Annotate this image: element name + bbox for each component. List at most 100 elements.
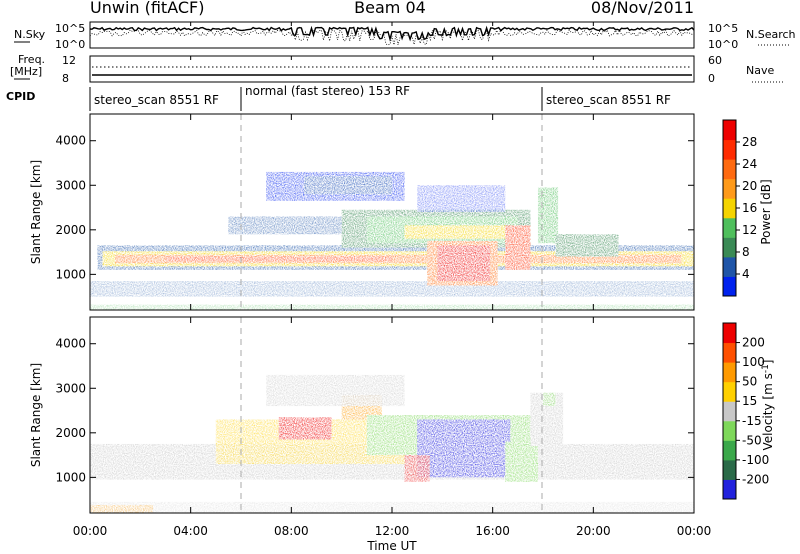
colorbar-swatch bbox=[723, 198, 736, 219]
y-tick-label: 2000 bbox=[55, 426, 86, 440]
noise-search-trace bbox=[89, 29, 695, 46]
velocity-y-ticks: 1000 2000 3000 4000 bbox=[55, 337, 694, 484]
x-tick-label: 20:00 bbox=[576, 524, 611, 538]
colorbar-tick-label: -200 bbox=[742, 472, 769, 486]
colorbar-swatch bbox=[723, 159, 736, 180]
velocity-cell bbox=[505, 441, 538, 482]
x-tick-label: 00:00 bbox=[73, 524, 108, 538]
power-cell bbox=[505, 225, 531, 270]
colorbar-tick-label: -15 bbox=[742, 414, 762, 428]
power-colorbar: 4 8 12 16 20 24 28 bbox=[722, 119, 757, 297]
power-colorbar-label: Power [dB] bbox=[759, 179, 773, 244]
power-cell bbox=[115, 254, 682, 264]
velocity-cell bbox=[404, 455, 430, 482]
colorbar-tick-label: 28 bbox=[742, 135, 757, 149]
velocity-cell bbox=[543, 392, 556, 407]
colorbar-tick-label: 12 bbox=[742, 223, 757, 237]
colorbar-swatch bbox=[723, 120, 736, 141]
y-tick-label: 4000 bbox=[55, 134, 86, 148]
colorbar-swatch bbox=[723, 479, 736, 500]
power-panel: 1000 2000 3000 4000 Slant Range [km] 4 8 12 16… bbox=[29, 113, 773, 311]
colorbar-swatch bbox=[723, 440, 736, 461]
freq-right-tick-top: 60 bbox=[708, 54, 722, 67]
freq-label-2: [MHz] bbox=[10, 65, 42, 78]
colorbar-swatch bbox=[723, 401, 736, 422]
power-y-axis-label: Slant Range [km] bbox=[29, 160, 43, 264]
colorbar-swatch bbox=[723, 178, 736, 199]
y-tick-label: 1000 bbox=[55, 267, 86, 281]
colorbar-swatch bbox=[723, 139, 736, 160]
y-tick-label: 3000 bbox=[55, 178, 86, 192]
colorbar-tick-label: 100 bbox=[742, 355, 765, 369]
colorbar-tick-label: 16 bbox=[742, 201, 757, 215]
freq-panel: Freq. [MHz] 12 8 60 0 Nave bbox=[10, 53, 784, 85]
noise-left-tick-bottom: 10^0 bbox=[55, 38, 85, 51]
colorbar-tick-label: 20 bbox=[742, 179, 757, 193]
colorbar-swatch bbox=[723, 362, 736, 383]
freq-right-label: Nave bbox=[746, 64, 774, 77]
power-cell bbox=[303, 176, 392, 195]
velocity-cell bbox=[417, 419, 511, 478]
x-tick-label: 00:00 bbox=[677, 524, 712, 538]
velocity-cell bbox=[278, 417, 332, 440]
freq-left-tick-bottom: 8 bbox=[62, 72, 69, 85]
colorbar-swatch bbox=[723, 381, 736, 402]
freq-left-tick-top: 12 bbox=[62, 54, 76, 67]
colorbar-tick-label: 4 bbox=[742, 267, 750, 281]
noise-left-label: N.Sky bbox=[14, 28, 46, 41]
colorbar-tick-label: 24 bbox=[742, 157, 757, 171]
header-date: 08/Nov/2011 bbox=[591, 0, 694, 17]
header-station: Unwin (fitACF) bbox=[90, 0, 204, 17]
colorbar-tick-label: -50 bbox=[742, 433, 762, 447]
colorbar-swatch bbox=[723, 342, 736, 363]
power-cell bbox=[90, 281, 694, 297]
power-cell bbox=[417, 185, 506, 212]
noise-right-tick-bottom: 10^0 bbox=[708, 38, 738, 51]
x-tick-label: 16:00 bbox=[475, 524, 510, 538]
velocity-colorbar: 200 100 50 15 -15 -50 -100 -200 bbox=[722, 322, 769, 500]
colorbar-swatch bbox=[723, 237, 736, 258]
cpid-label: CPID bbox=[6, 90, 35, 103]
velocity-panel: 1000 2000 3000 4000 Slant Range [km] 200 100… bbox=[29, 316, 775, 514]
y-tick-label: 4000 bbox=[55, 337, 86, 351]
noise-panel: N.Sky 10^5 10^0 10^5 10^0 N.Search bbox=[14, 21, 796, 51]
colorbar-tick-label: 50 bbox=[742, 375, 757, 389]
noise-right-tick-top: 10^5 bbox=[708, 22, 738, 35]
noise-sky-trace bbox=[89, 25, 695, 42]
cpid-panel: CPID stereo_scan 8551 RF normal (fast st… bbox=[6, 84, 671, 111]
colorbar-swatch bbox=[723, 323, 736, 344]
y-tick-label: 3000 bbox=[55, 381, 86, 395]
noise-right-label: N.Search bbox=[746, 28, 796, 41]
power-cell bbox=[555, 234, 619, 257]
noise-left-tick-top: 10^5 bbox=[55, 22, 85, 35]
power-cell bbox=[437, 245, 491, 282]
header-beam: Beam 04 bbox=[354, 0, 426, 17]
x-tick-label: 12:00 bbox=[375, 524, 410, 538]
power-y-ticks: 1000 2000 3000 4000 bbox=[55, 134, 694, 281]
power-cell bbox=[537, 187, 559, 244]
x-tick-label: 08:00 bbox=[274, 524, 309, 538]
cpid-segment-2: normal (fast stereo) 153 RF bbox=[245, 84, 410, 98]
velocity-cell bbox=[266, 374, 405, 407]
velocity-colorbar-label: Velocity [m s-1] bbox=[761, 360, 775, 451]
colorbar-swatch bbox=[723, 217, 736, 238]
power-cell bbox=[404, 225, 506, 239]
colorbar-swatch bbox=[723, 256, 736, 277]
x-tick-label: 04:00 bbox=[173, 524, 208, 538]
colorbar-tick-label: 200 bbox=[742, 336, 765, 350]
power-cell bbox=[228, 216, 342, 235]
cpid-segment-3: stereo_scan 8551 RF bbox=[546, 93, 671, 107]
colorbar-tick-label: -100 bbox=[742, 453, 769, 467]
velocity-y-axis-label: Slant Range [km] bbox=[29, 363, 43, 467]
y-tick-label: 1000 bbox=[55, 470, 86, 484]
colorbar-swatch bbox=[723, 276, 736, 297]
freq-label-1: Freq. bbox=[18, 53, 45, 66]
x-axis-ticks: 00:00 04:00 08:00 12:00 16:00 20:00 00:00 bbox=[73, 22, 712, 538]
velocity-cell bbox=[90, 504, 153, 513]
colorbar-swatch bbox=[723, 459, 736, 480]
cpid-segment-1: stereo_scan 8551 RF bbox=[94, 93, 219, 107]
colorbar-tick-label: 8 bbox=[742, 245, 750, 259]
x-axis-label: Time UT bbox=[366, 539, 417, 553]
freq-right-tick-bottom: 0 bbox=[708, 72, 715, 85]
